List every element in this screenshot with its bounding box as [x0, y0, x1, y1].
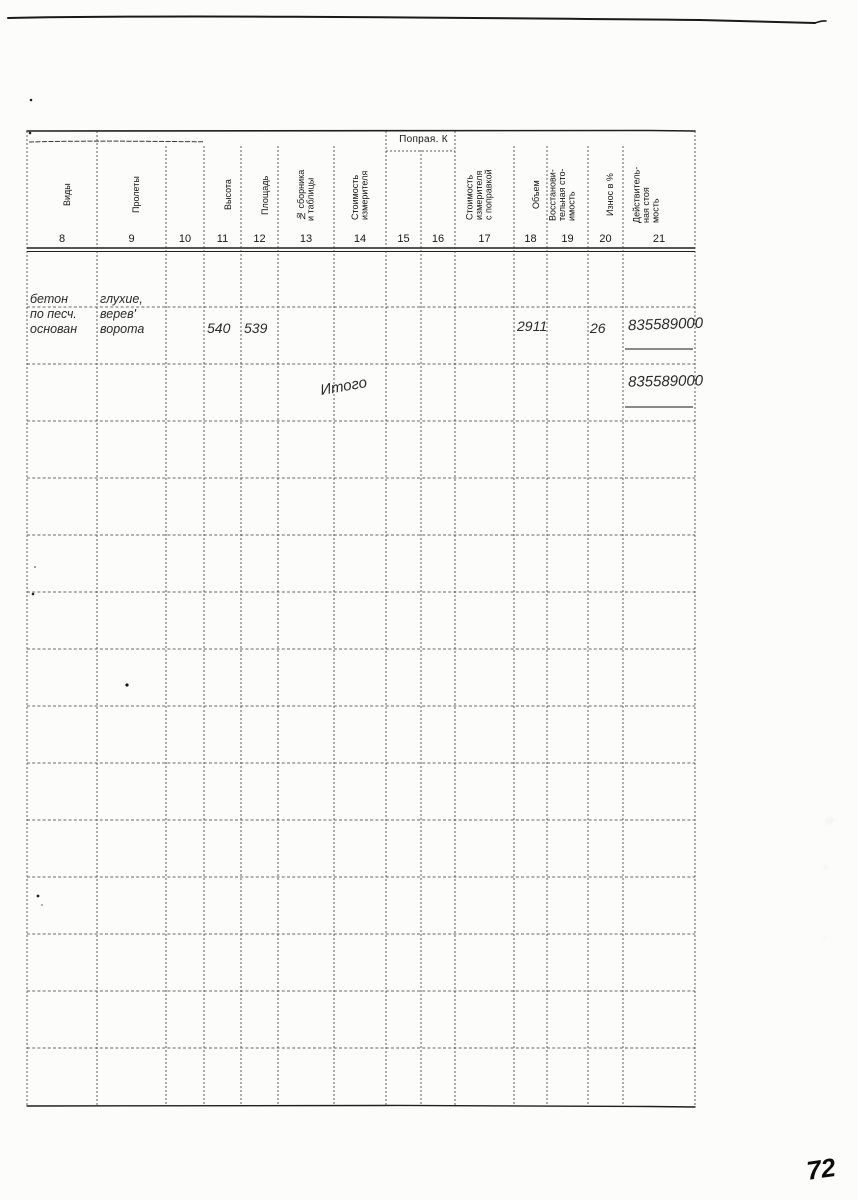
svg-text:-: -	[823, 932, 826, 942]
svg-text:=: =	[823, 862, 828, 872]
svg-text:///: ///	[825, 817, 834, 828]
svg-text:72: 72	[805, 1152, 838, 1186]
